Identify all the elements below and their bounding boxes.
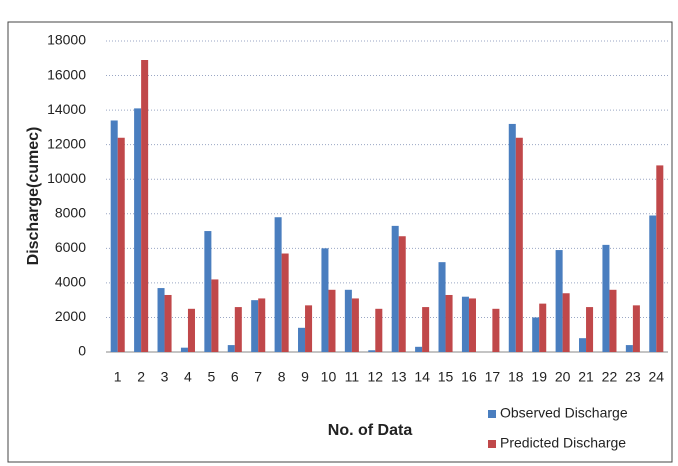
bar [562,293,570,352]
legend-label: Observed Discharge [500,405,628,421]
bar [492,308,500,352]
y-tick-label: 0 [78,343,86,359]
bar [438,262,446,352]
y-axis-label: Discharge(cumec) [25,127,42,266]
bar [391,225,399,352]
bar [586,307,594,352]
x-tick-label: 20 [555,369,571,385]
bar [187,308,195,352]
bar [344,289,352,352]
bar [227,345,235,352]
x-tick-label: 23 [625,369,641,385]
bar [141,60,149,352]
bar [110,120,118,352]
bar [298,327,306,352]
x-tick-label: 7 [254,369,262,385]
x-tick-label: 12 [368,369,384,385]
x-tick-label: 14 [414,369,430,385]
x-tick-label: 17 [485,369,501,385]
bar [461,296,469,352]
bar [632,305,640,352]
legend-label: Predicted Discharge [500,435,626,451]
x-tick-label: 24 [649,369,665,385]
y-tick-label: 6000 [55,239,86,255]
x-tick-label: 19 [531,369,547,385]
bar [164,294,172,352]
bar [532,317,540,352]
bar [375,308,383,352]
bar [180,347,188,352]
x-tick-label: 2 [137,369,145,385]
bar [515,137,523,352]
y-tick-label: 10000 [47,170,86,186]
bar [204,231,212,352]
y-tick-label: 14000 [47,101,86,117]
bar [508,123,516,352]
bar [468,298,476,352]
x-tick-label: 10 [321,369,337,385]
bar [579,338,587,352]
bar [117,137,125,352]
y-tick-label: 18000 [47,32,86,48]
bar [539,303,547,352]
bar [281,253,289,352]
y-tick-label: 16000 [47,66,86,82]
bar [134,108,142,352]
bar [351,298,359,352]
x-tick-label: 11 [345,369,360,385]
y-tick-label: 12000 [47,135,86,151]
x-tick-label: 3 [161,369,169,385]
y-tick-label: 2000 [55,308,86,324]
bar [422,307,430,352]
bar [211,279,219,352]
x-tick-label: 22 [602,369,618,385]
x-tick-label: 5 [207,369,215,385]
bar [555,250,563,352]
x-tick-label: 18 [508,369,524,385]
x-tick-label: 13 [391,369,407,385]
bar [321,248,329,352]
bar [234,307,242,352]
x-tick-label: 9 [301,369,309,385]
bar [415,346,423,352]
x-axis-label: No. of Data [328,422,413,439]
x-tick-label: 4 [184,369,192,385]
bar [656,165,664,352]
bar [398,236,406,352]
x-tick-label: 21 [578,369,594,385]
legend-swatch [488,410,496,418]
x-tick-label: 16 [461,369,477,385]
bar [602,244,610,352]
bar [157,288,165,352]
x-tick-label: 1 [114,369,122,385]
x-tick-label: 15 [438,369,454,385]
bar [445,294,453,352]
bar [368,350,376,352]
y-tick-label: 8000 [55,204,86,220]
bar [328,289,336,352]
bar [649,215,657,352]
bar [625,345,633,352]
x-tick-label: 8 [278,369,286,385]
bar [251,300,259,352]
x-tick-label: 6 [231,369,239,385]
bar [305,305,313,352]
bar [258,298,266,352]
bar [274,217,282,352]
chart-border [7,21,673,463]
legend-swatch [488,440,496,448]
bar [609,289,617,352]
y-tick-label: 4000 [55,274,86,290]
